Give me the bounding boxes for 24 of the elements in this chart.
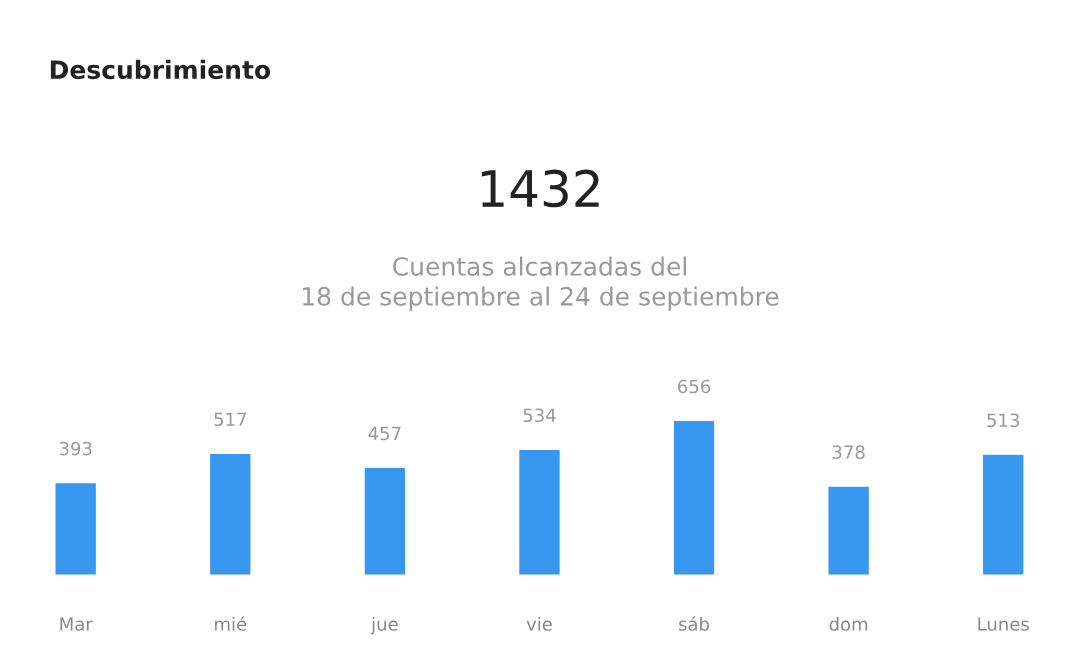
x-tick-label: Mar [60, 617, 93, 631]
text: 1432 [481, 169, 599, 208]
bar [827, 485, 871, 576]
bar [672, 419, 716, 576]
chart-title: Descubrimiento [50, 59, 271, 80]
text: Cuentas alcanzadas del 18 de septiembre al 24 de septiembre [302, 256, 779, 311]
bar [363, 466, 407, 576]
x-tick-label: dom [829, 616, 868, 631]
data-label: 393 [59, 441, 92, 456]
bar [54, 481, 98, 576]
x-tick-label: Lunes [978, 617, 1029, 631]
data-label: 517 [214, 412, 246, 427]
x-tick-label: sáb [679, 616, 710, 631]
data-label: 513 [987, 413, 1019, 428]
data-label: 534 [523, 408, 556, 423]
bar [208, 452, 252, 576]
data-label: 378 [832, 445, 865, 459]
data-label: 656 [678, 379, 711, 394]
x-tick-label: jue [370, 616, 398, 635]
bar [981, 453, 1025, 576]
bar [517, 448, 562, 576]
x-tick-label: mié [215, 616, 247, 631]
x-tick-label: vie [526, 616, 552, 631]
data-label: 457 [368, 426, 401, 441]
